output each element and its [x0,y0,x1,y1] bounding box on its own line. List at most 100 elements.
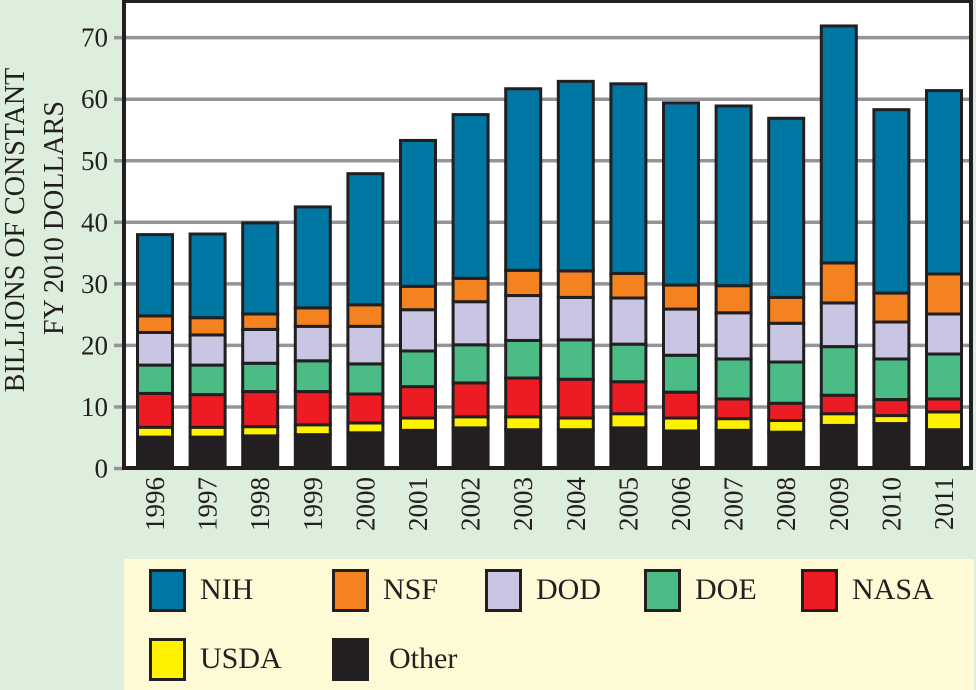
bar-segment-doe [872,357,911,402]
bar-segment-nsf [767,295,806,325]
bar-segment-other [609,426,648,471]
x-tick-label: 2003 [508,477,538,531]
plot-border [122,0,973,470]
bar-segment-doe [136,363,174,395]
bar-segment-other [241,434,280,471]
legend-item-doe: DOE [644,568,757,612]
bar-2008 [767,116,806,470]
y-tick-label: 50 [81,146,108,176]
bar-1997 [188,232,227,470]
bar-segment-usda [925,410,963,432]
bar-segment-nsf [609,271,648,300]
bar-segment-doe [188,363,227,397]
x-tick-label: 1999 [298,477,328,531]
bar-segment-doe [556,338,595,381]
bar-segment-dod [346,324,385,366]
bar-segment-other [136,435,174,470]
x-tick-label: 1996 [140,477,170,531]
bar-segment-other [662,429,700,470]
x-tick-label: 2006 [666,477,696,531]
bar-segment-nasa [241,390,280,429]
bar-segment-other [451,426,490,471]
bar-1999 [293,205,332,470]
bar-segment-nasa [136,391,174,429]
x-tick-label: 2002 [456,477,486,531]
legend-item-nsf: NSF [332,568,438,612]
x-tick-label: 2008 [771,477,801,531]
x-tick-label: 2010 [876,477,906,531]
bar-segment-doe [819,345,858,397]
bar-segment-other [346,431,385,470]
bars [136,24,963,471]
bar-segment-nasa [188,393,227,429]
bar-segment-nsf [136,314,174,334]
y-axis-title: BILLIONS OF CONSTANT FY 2010 DOLLARS [0,68,70,392]
bar-segment-doe [609,342,648,384]
bar-segment-nsf [188,316,227,337]
bar-segment-doe [346,362,385,396]
legend-item-dod: DOD [485,568,601,612]
y-tick-label: 20 [81,330,108,360]
bar-2005 [609,82,648,471]
bar-segment-dod [399,308,437,353]
legend-label-usda: USDA [200,642,282,675]
bar-segment-nasa [819,393,858,416]
bar-2004 [556,79,595,471]
bar-segment-nih [925,89,963,276]
bar-segment-other [188,435,227,470]
bar-segment-dod [136,330,174,367]
bar-segment-usda [609,412,648,430]
bar-segment-nsf [925,272,963,316]
x-tick-label: 2000 [350,477,380,531]
bar-segment-nsf [293,306,332,328]
bar-segment-nih [399,138,437,288]
bar-segment-dod [925,312,963,356]
bar-2011 [925,89,963,471]
x-tick-label: 1998 [245,477,275,531]
bar-segment-other [293,433,332,470]
bar-segment-dod [188,333,227,367]
legend-label-nih: NIH [200,573,254,606]
y-axis-ticks: 0 10 20 30 40 50 60 70 [81,23,124,484]
bar-segment-nsf [556,269,595,299]
bar-segment-nih [451,113,490,280]
bar-segment-other [504,428,543,471]
legend-item-usda: USDA [149,637,282,681]
bar-2003 [504,87,543,471]
bar-2001 [399,138,437,470]
bar-segment-usda [556,416,595,432]
bar-2000 [346,172,385,470]
bar-2007 [714,104,753,470]
bar-segment-nih [767,116,806,299]
bar-segment-doe [241,361,280,394]
bar-segment-usda [451,415,490,430]
bar-segment-doe [662,353,700,394]
y-tick-label: 70 [81,23,108,53]
bar-segment-nih [714,104,753,288]
bar-2010 [872,108,911,471]
bar-segment-usda [662,416,700,433]
legend-swatch-nih [149,568,186,612]
bar-segment-usda [504,415,543,432]
legend-swatch-other [332,637,369,681]
legend-label-dod: DOD [536,573,601,606]
bar-segment-dod [714,311,753,361]
bar-segment-dod [451,300,490,347]
bar-segment-nih [819,24,858,265]
bar-segment-other [714,428,753,470]
legend-swatch-doe [644,568,681,612]
bar-segment-dod [504,294,543,342]
bar-segment-nsf [819,261,858,305]
legend-label-doe: DOE [695,573,757,606]
bar-segment-dod [662,307,700,357]
bar-segment-nasa [504,376,543,419]
bar-segment-dod [241,327,280,365]
bar-2009 [819,24,858,471]
bar-segment-nsf [504,268,543,298]
bar-segment-nih [504,87,543,272]
legend-label-other: Other [389,642,458,675]
stacked-bar-chart: BILLIONS OF CONSTANT FY 2010 DOLLARS 0 10 2… [0,0,973,531]
bar-segment-usda [819,412,858,427]
bar-segment-dod [819,301,858,349]
bar-segment-nsf [872,291,911,324]
